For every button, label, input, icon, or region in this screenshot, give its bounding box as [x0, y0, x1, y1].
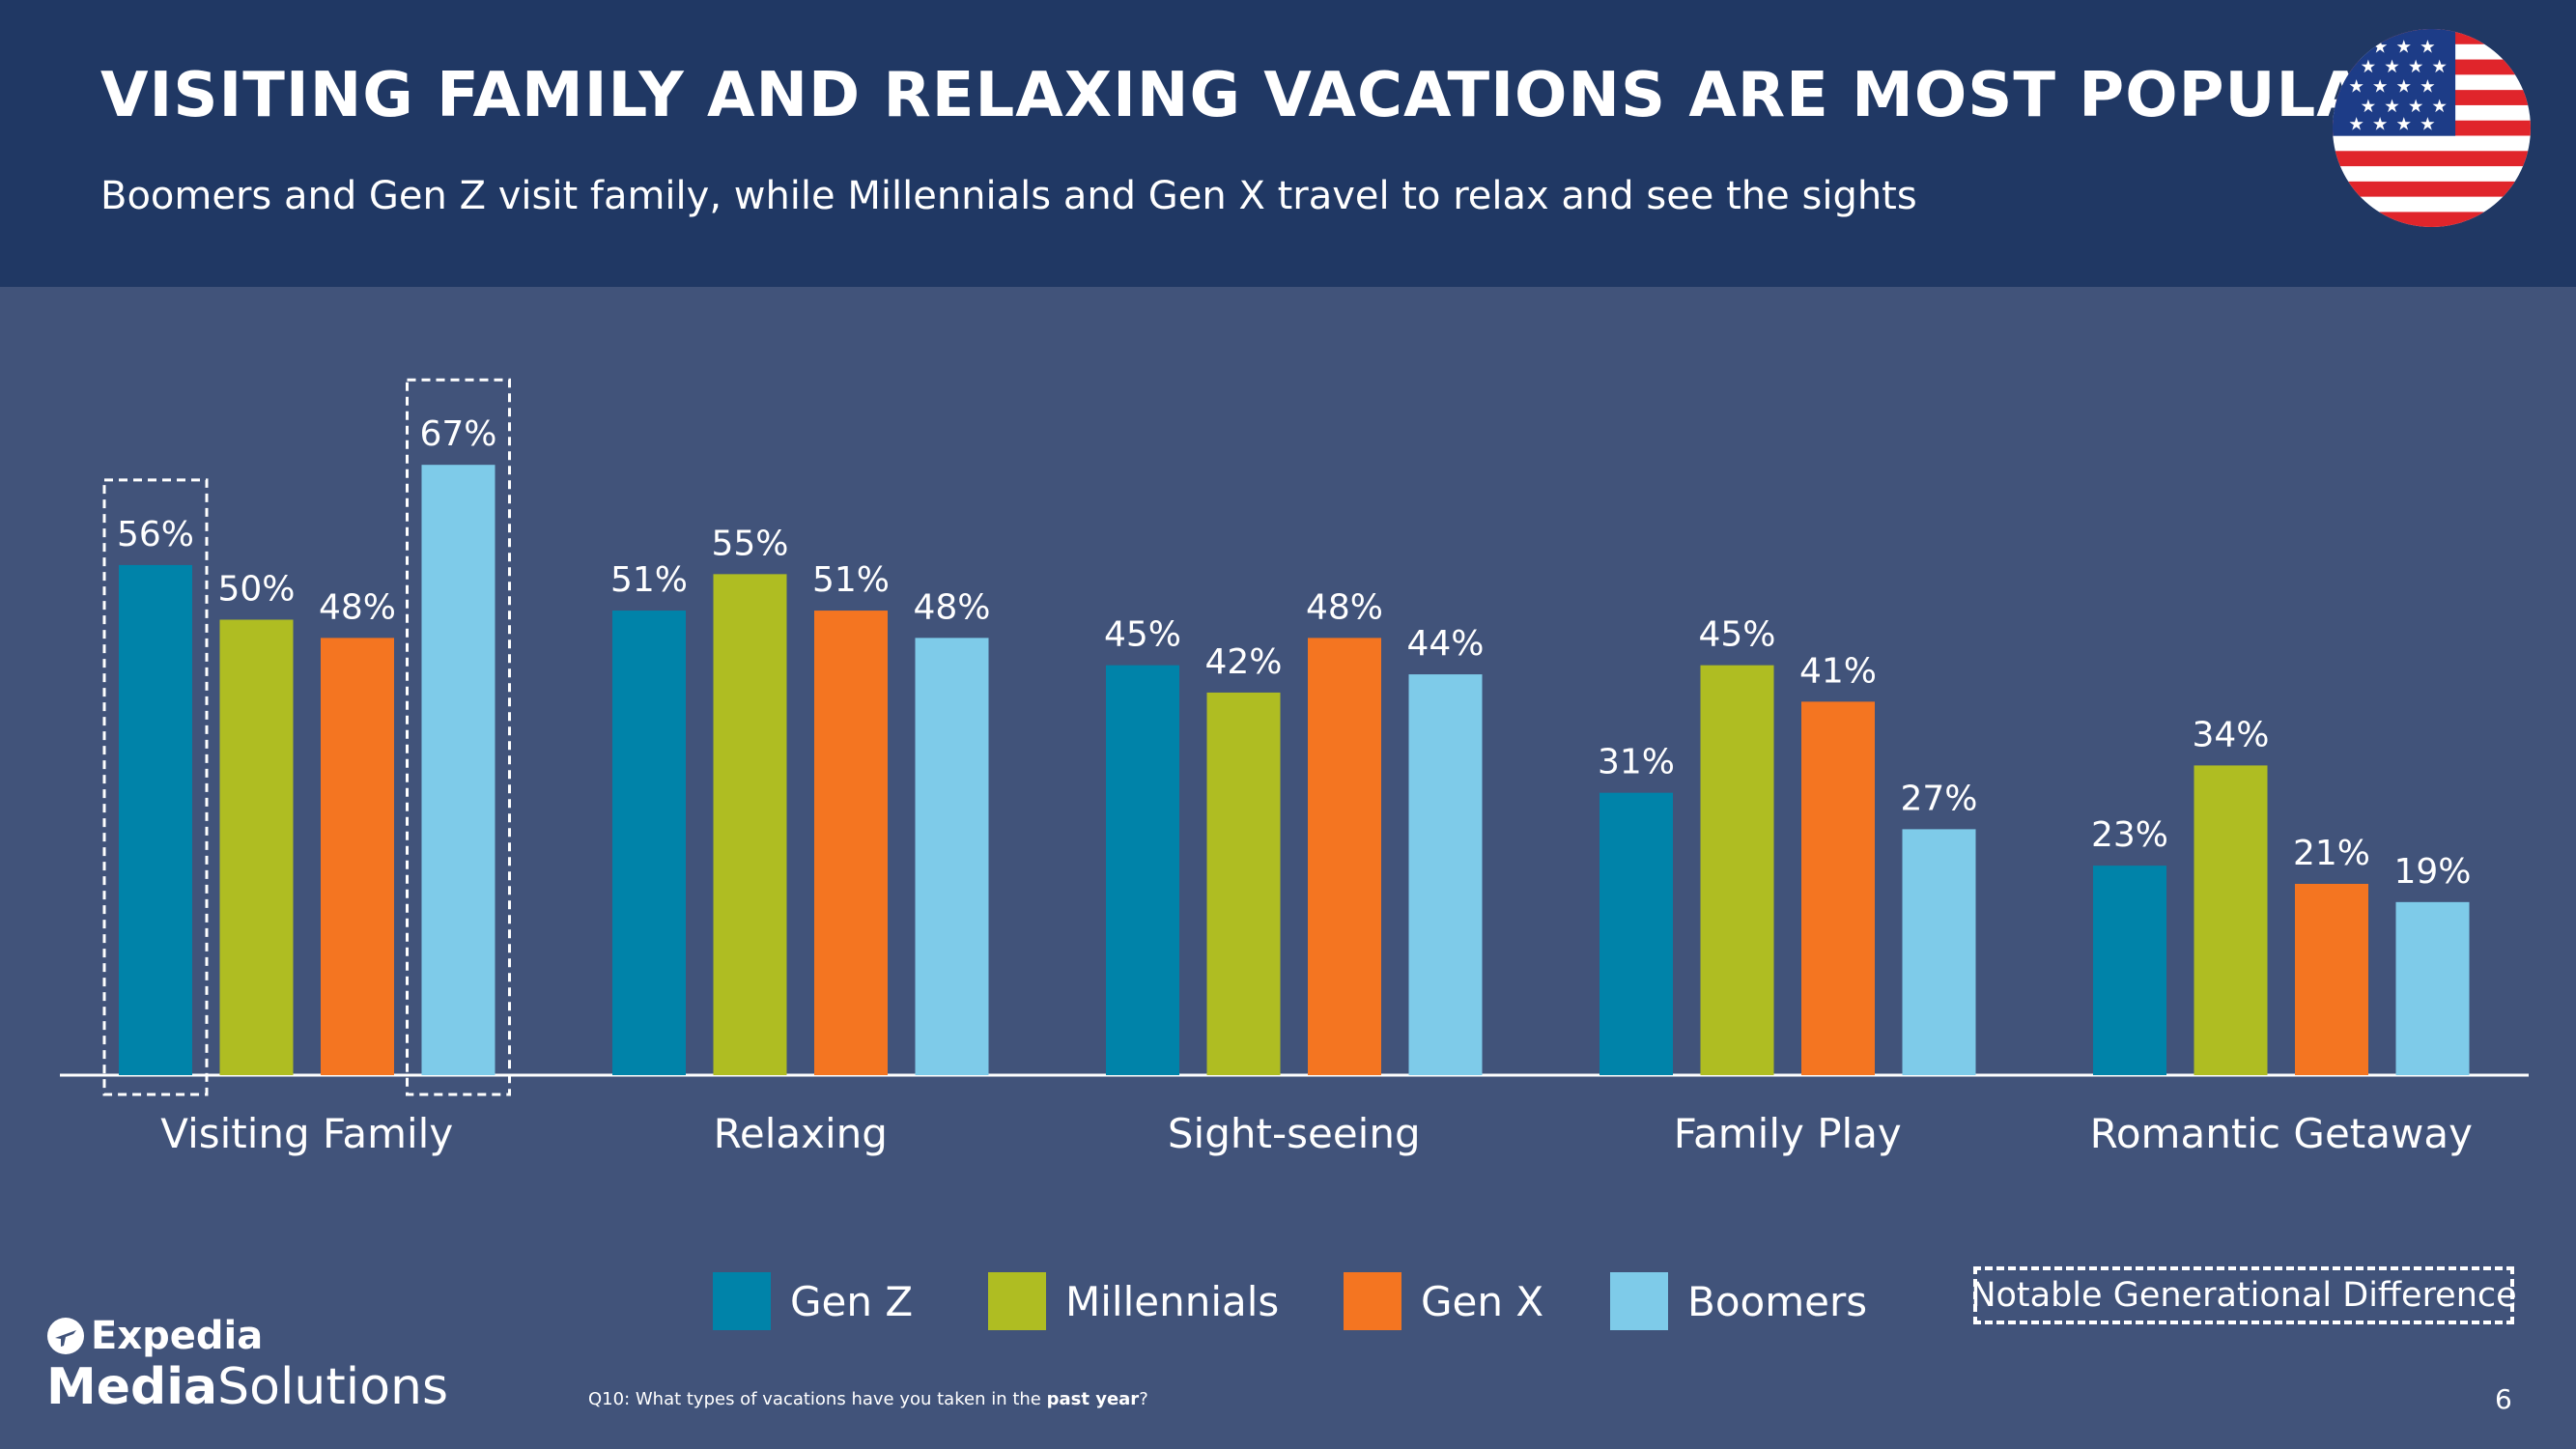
svg-text:★: ★: [2408, 57, 2424, 77]
legend-label: Boomers: [1687, 1277, 1868, 1325]
svg-text:★: ★: [2348, 38, 2364, 58]
bar: [1902, 829, 1976, 1075]
bar: [2395, 901, 2470, 1075]
svg-text:★: ★: [2431, 97, 2448, 117]
legend-item-gen-x: Gen X: [1344, 1272, 1543, 1330]
data-label: 48%: [319, 587, 396, 627]
page-title: VISITING FAMILY AND RELAXING VACATIONS A…: [100, 60, 2415, 131]
svg-text:★: ★: [2431, 57, 2448, 77]
bar: [1308, 638, 1381, 1075]
page-number: 6: [2495, 1383, 2512, 1415]
category-label: Sight-seeing: [1168, 1110, 1421, 1157]
svg-text:★: ★: [2372, 115, 2389, 135]
survey-question-footnote: Q10: What types of vacations have you ta…: [588, 1389, 1148, 1409]
bar: [1106, 665, 1179, 1075]
logo-solutions-text: Solutions: [217, 1358, 449, 1416]
svg-text:★: ★: [2420, 115, 2436, 135]
logo-media-text: Media: [46, 1358, 218, 1416]
chart-legend: Gen Z Millennials Gen X Boomers: [0, 1256, 2576, 1333]
data-label: 21%: [2293, 834, 2370, 873]
svg-text:★: ★: [2396, 77, 2413, 98]
bar: [321, 638, 394, 1075]
category-label: Relaxing: [714, 1110, 888, 1157]
bar: [119, 564, 192, 1075]
svg-text:★: ★: [2361, 57, 2377, 77]
svg-text:★: ★: [2420, 77, 2436, 98]
data-label: 34%: [2192, 715, 2269, 754]
bar: [1206, 692, 1281, 1075]
bar: [814, 611, 888, 1075]
legend-swatch: [1344, 1272, 1401, 1330]
legend-item-boomers: Boomers: [1610, 1272, 1867, 1330]
svg-text:★: ★: [2361, 97, 2377, 117]
data-label: 55%: [711, 524, 788, 563]
data-label: 45%: [1104, 615, 1181, 655]
bar: [219, 619, 294, 1075]
data-label: 27%: [1900, 779, 1977, 818]
svg-text:★: ★: [2348, 115, 2364, 135]
notable-difference-legend: Notable Generational Difference: [1970, 1266, 2517, 1324]
svg-text:★: ★: [2372, 38, 2389, 58]
data-label: 45%: [1698, 615, 1775, 655]
header-band: VISITING FAMILY AND RELAXING VACATIONS A…: [0, 0, 2576, 287]
footnote-prefix: Q10: What types of vacations have you ta…: [588, 1389, 1047, 1409]
bar: [915, 638, 989, 1075]
legend-label: Gen X: [1421, 1277, 1544, 1325]
bar: [1408, 674, 1483, 1075]
data-label: 51%: [610, 560, 688, 600]
data-label: 67%: [419, 414, 496, 454]
bar: [421, 465, 495, 1075]
data-label: 48%: [1306, 587, 1383, 627]
highlight-box: [406, 378, 511, 1096]
highlight-box: [102, 478, 209, 1096]
category-label: Romantic Getaway: [2090, 1110, 2473, 1157]
data-label: 41%: [1799, 651, 1877, 691]
data-label: 19%: [2393, 852, 2471, 892]
legend-item-millennials: Millennials: [988, 1272, 1279, 1330]
bar: [2295, 883, 2368, 1075]
bar: [1700, 665, 1774, 1075]
svg-text:★: ★: [2384, 97, 2400, 117]
data-label: 51%: [812, 560, 890, 600]
legend-swatch: [713, 1272, 771, 1330]
legend-swatch: [1610, 1272, 1668, 1330]
category-label: Visiting Family: [160, 1110, 453, 1157]
bar: [1599, 792, 1673, 1075]
svg-text:★: ★: [2408, 97, 2424, 117]
footnote-suffix: ?: [1139, 1389, 1148, 1409]
category-label: Family Play: [1674, 1110, 1902, 1157]
legend-item-gen-z: Gen Z: [713, 1272, 913, 1330]
data-label: 56%: [117, 515, 194, 554]
legend-label: Gen Z: [790, 1277, 914, 1325]
bar: [713, 574, 787, 1075]
page-subtitle: Boomers and Gen Z visit family, while Mi…: [100, 174, 1917, 218]
data-label: 48%: [913, 587, 990, 627]
us-flag-icon: ★ ★ ★ ★ ★ ★ ★ ★ ★ ★ ★ ★ ★ ★ ★ ★ ★ ★ ★ ★: [2333, 29, 2531, 227]
svg-text:★: ★: [2420, 38, 2436, 58]
bar: [2093, 866, 2166, 1075]
bar: [2194, 765, 2268, 1075]
data-label: 31%: [1598, 743, 1675, 782]
svg-text:★: ★: [2348, 77, 2364, 98]
data-label: 42%: [1204, 642, 1282, 682]
svg-text:★: ★: [2372, 77, 2389, 98]
bar-chart: 56% 50% 48% 67% Visiting Family 51% 55% 51% 48% R…: [60, 378, 2529, 1157]
bar: [1801, 701, 1875, 1075]
expedia-media-solutions-logo: Expedia MediaSolutions: [46, 1314, 448, 1414]
footnote-bold: past year: [1046, 1389, 1140, 1409]
svg-text:★: ★: [2396, 115, 2413, 135]
svg-text:★: ★: [2384, 57, 2400, 77]
svg-text:★: ★: [2396, 38, 2413, 58]
logo-top-text: Expedia: [91, 1314, 264, 1358]
expedia-plane-icon: [47, 1318, 84, 1354]
data-label: 44%: [1406, 624, 1484, 664]
bar: [612, 611, 686, 1075]
legend-swatch: [988, 1272, 1046, 1330]
data-label: 50%: [217, 570, 295, 610]
legend-label: Millennials: [1065, 1277, 1280, 1325]
data-label: 23%: [2091, 815, 2168, 855]
